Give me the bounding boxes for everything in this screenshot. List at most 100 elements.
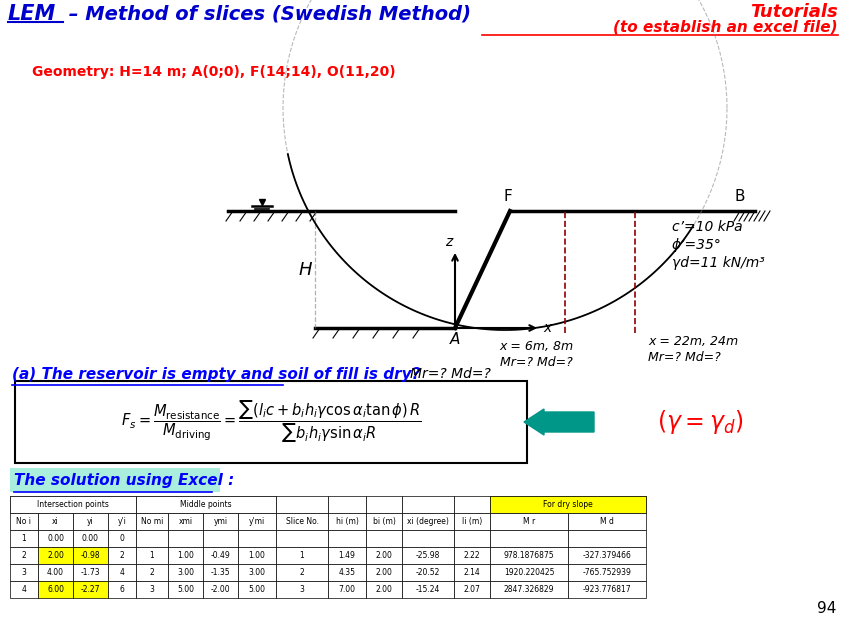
Bar bbox=[238, 547, 276, 564]
Bar bbox=[136, 496, 276, 513]
Bar bbox=[328, 513, 366, 530]
Text: 2.00: 2.00 bbox=[376, 551, 393, 560]
Bar bbox=[136, 530, 168, 547]
Text: x = 22m, 24m: x = 22m, 24m bbox=[648, 335, 738, 348]
Text: Middle points: Middle points bbox=[180, 500, 232, 509]
Text: 2: 2 bbox=[299, 568, 305, 577]
Text: 4: 4 bbox=[21, 585, 26, 594]
Text: M d: M d bbox=[600, 517, 614, 526]
Bar bbox=[366, 513, 402, 530]
Bar bbox=[108, 564, 136, 581]
Text: 2847.326829: 2847.326829 bbox=[503, 585, 554, 594]
Text: -327.379466: -327.379466 bbox=[583, 551, 631, 560]
Text: 2.00: 2.00 bbox=[47, 551, 64, 560]
Bar bbox=[366, 496, 402, 513]
Text: 2: 2 bbox=[119, 551, 124, 560]
Bar bbox=[490, 513, 568, 530]
Bar bbox=[568, 530, 646, 547]
Bar bbox=[490, 547, 568, 564]
Text: No i: No i bbox=[17, 517, 31, 526]
Text: H: H bbox=[299, 261, 311, 279]
Text: 3: 3 bbox=[299, 585, 305, 594]
Text: (to establish an excel file): (to establish an excel file) bbox=[613, 20, 838, 35]
Bar bbox=[203, 496, 238, 513]
Text: 0.00: 0.00 bbox=[82, 534, 99, 543]
Text: -923.776817: -923.776817 bbox=[583, 585, 631, 594]
Bar bbox=[73, 547, 108, 564]
Text: 5.00: 5.00 bbox=[177, 585, 194, 594]
Text: 6.00: 6.00 bbox=[47, 585, 64, 594]
Bar bbox=[276, 496, 328, 513]
Bar bbox=[15, 381, 527, 463]
Bar bbox=[402, 564, 454, 581]
Bar bbox=[454, 496, 490, 513]
Text: 2: 2 bbox=[150, 568, 154, 577]
Bar bbox=[568, 496, 646, 513]
Text: – Method of slices (Swedish Method): – Method of slices (Swedish Method) bbox=[62, 4, 471, 23]
Bar bbox=[568, 564, 646, 581]
Bar bbox=[402, 547, 454, 564]
Text: -0.98: -0.98 bbox=[80, 551, 101, 560]
Bar bbox=[568, 513, 646, 530]
Text: (a) The reservoir is empty and soil of fill is dry?: (a) The reservoir is empty and soil of f… bbox=[12, 366, 420, 381]
Bar bbox=[38, 564, 73, 581]
Text: -20.52: -20.52 bbox=[416, 568, 440, 577]
Bar bbox=[73, 496, 108, 513]
Bar bbox=[10, 496, 38, 513]
Text: For dry slope: For dry slope bbox=[543, 500, 593, 509]
Text: $F_s = \dfrac{M_{\rm resistance}}{M_{\rm driving}} = \dfrac{\sum(l_i c + b_i h_i: $F_s = \dfrac{M_{\rm resistance}}{M_{\rm… bbox=[121, 399, 421, 445]
Text: 0: 0 bbox=[119, 534, 124, 543]
Bar bbox=[402, 581, 454, 598]
Text: 7.00: 7.00 bbox=[338, 585, 355, 594]
Text: B: B bbox=[734, 189, 745, 204]
Text: 3: 3 bbox=[21, 568, 26, 577]
Bar bbox=[10, 581, 38, 598]
Text: bi (m): bi (m) bbox=[372, 517, 395, 526]
Text: 6: 6 bbox=[119, 585, 124, 594]
Text: F: F bbox=[503, 189, 513, 204]
Bar bbox=[203, 547, 238, 564]
Bar bbox=[108, 513, 136, 530]
Text: 2: 2 bbox=[22, 551, 26, 560]
Text: y'mi: y'mi bbox=[249, 517, 265, 526]
Bar bbox=[328, 581, 366, 598]
Bar bbox=[10, 564, 38, 581]
Bar bbox=[136, 513, 168, 530]
FancyArrow shape bbox=[524, 409, 594, 435]
Text: 2.14: 2.14 bbox=[464, 568, 481, 577]
Text: -25.98: -25.98 bbox=[416, 551, 440, 560]
Bar bbox=[168, 547, 203, 564]
Text: 1.49: 1.49 bbox=[338, 551, 355, 560]
Bar bbox=[136, 496, 168, 513]
Text: 1: 1 bbox=[150, 551, 154, 560]
Text: 3.00: 3.00 bbox=[249, 568, 266, 577]
Text: LEM: LEM bbox=[8, 4, 56, 24]
Bar bbox=[366, 581, 402, 598]
Bar bbox=[328, 530, 366, 547]
Bar bbox=[568, 581, 646, 598]
Text: z: z bbox=[445, 235, 453, 249]
Bar bbox=[402, 496, 454, 513]
Text: ymi: ymi bbox=[213, 517, 228, 526]
Bar bbox=[168, 496, 203, 513]
Bar bbox=[203, 581, 238, 598]
Text: -765.752939: -765.752939 bbox=[583, 568, 631, 577]
Bar bbox=[73, 513, 108, 530]
Bar bbox=[490, 564, 568, 581]
Text: Tutorials: Tutorials bbox=[750, 3, 838, 21]
Bar bbox=[203, 564, 238, 581]
Bar bbox=[276, 513, 328, 530]
Bar bbox=[276, 530, 328, 547]
Bar bbox=[10, 496, 136, 513]
Bar bbox=[568, 547, 646, 564]
Text: Mr=? Md=?: Mr=? Md=? bbox=[500, 356, 573, 369]
Text: -0.49: -0.49 bbox=[211, 551, 230, 560]
Bar bbox=[454, 564, 490, 581]
Text: 1920.220425: 1920.220425 bbox=[503, 568, 554, 577]
Text: 4.35: 4.35 bbox=[338, 568, 355, 577]
Text: Slice No.: Slice No. bbox=[285, 517, 318, 526]
Text: 2.00: 2.00 bbox=[376, 585, 393, 594]
Bar bbox=[203, 530, 238, 547]
Text: 2.22: 2.22 bbox=[464, 551, 481, 560]
Bar bbox=[276, 547, 328, 564]
